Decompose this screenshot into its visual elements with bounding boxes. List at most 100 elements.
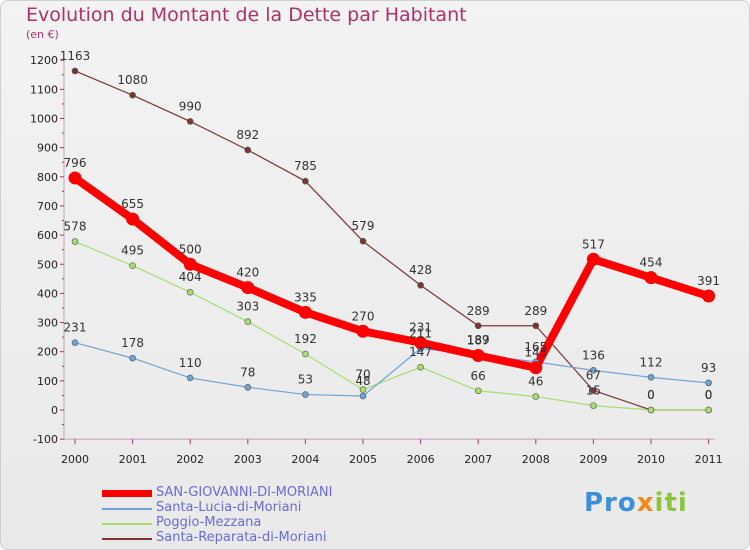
data-point-3-0	[71, 67, 79, 75]
data-label-0-3: 420	[236, 266, 259, 280]
y-tick-label: 1100	[30, 83, 58, 96]
data-point-1-0	[71, 339, 79, 346]
data-label-2-3: 303	[236, 300, 259, 314]
data-label-3-0: 1163	[60, 49, 91, 63]
data-label-0-7: 187	[467, 333, 490, 347]
data-point-1-3	[244, 383, 252, 391]
data-label-1-5: 48	[355, 374, 370, 388]
legend-swatch-santa-lucia	[102, 508, 152, 510]
chart-title: Evolution du Montant de la Dette par Hab…	[26, 4, 467, 26]
data-point-3-5	[359, 237, 367, 245]
data-label-3-10: 0	[647, 388, 655, 402]
y-tick-label: 0	[51, 404, 58, 417]
data-point-2-2	[186, 288, 194, 296]
x-tick-label: 2010	[637, 453, 665, 466]
data-label-1-3: 78	[240, 365, 255, 379]
data-point-2-10	[647, 406, 655, 414]
data-label-2-11: 0	[705, 388, 713, 402]
x-tick-label: 2011	[695, 453, 723, 466]
data-point-2-4	[302, 350, 309, 358]
data-label-1-9: 136	[582, 348, 605, 362]
data-point-3-6	[417, 281, 424, 289]
data-point-1-2	[186, 374, 194, 382]
y-tick-label: 700	[37, 200, 58, 213]
data-point-2-7	[474, 387, 482, 395]
data-point-3-9	[590, 387, 597, 394]
legend-label-santa-lucia: Santa-Lucia-di-Moriani	[156, 500, 302, 515]
y-tick-label: 100	[37, 375, 58, 388]
y-tick-label: 400	[37, 287, 58, 300]
x-tick-label: 2002	[176, 453, 204, 466]
data-point-2-9	[590, 402, 597, 409]
data-point-2-11	[705, 406, 712, 414]
y-tick-label: -100	[33, 433, 58, 446]
data-point-0-10	[644, 271, 658, 285]
y-tick-label: 900	[37, 142, 58, 155]
x-tick-label: 2005	[349, 453, 377, 466]
data-label-1-2: 110	[179, 356, 202, 370]
data-point-0-4	[298, 305, 312, 319]
data-point-1-1	[129, 354, 136, 362]
x-tick-label: 2001	[119, 453, 147, 466]
series-line-1	[74, 342, 709, 397]
data-label-1-7: 189	[467, 333, 490, 347]
data-label-2-9: 15	[586, 384, 601, 398]
data-label-1-11: 93	[701, 361, 716, 375]
data-label-2-4: 192	[294, 332, 317, 346]
x-tick-label: 2004	[291, 453, 319, 466]
data-label-3-4: 785	[294, 159, 317, 173]
x-tick-label: 2007	[464, 453, 492, 466]
data-point-0-5	[356, 324, 370, 338]
data-point-1-9	[590, 367, 597, 374]
y-tick-label: 800	[37, 171, 58, 184]
data-point-0-1	[126, 212, 140, 226]
data-point-2-6	[417, 363, 424, 371]
data-label-0-5: 270	[352, 309, 375, 323]
data-point-0-9	[586, 252, 600, 266]
data-label-0-1: 655	[121, 197, 144, 211]
y-tick-label: 600	[37, 229, 58, 242]
x-tick-label: 2000	[61, 453, 89, 466]
data-label-1-4: 53	[298, 373, 313, 387]
data-label-3-9: 67	[586, 368, 601, 382]
legend-label-poggio: Poggio-Mezzana	[156, 515, 262, 530]
data-point-0-0	[68, 171, 82, 185]
data-point-3-8	[532, 322, 540, 330]
logo-part-1: Pro	[584, 488, 637, 518]
data-label-0-6: 231	[409, 321, 432, 335]
data-label-2-0: 578	[64, 220, 87, 234]
data-point-3-2	[186, 118, 194, 125]
data-label-0-8: 145	[524, 346, 547, 360]
series-line-2	[74, 240, 709, 411]
chart-unit-label: (en €)	[26, 28, 59, 41]
data-point-2-8	[532, 393, 540, 400]
data-point-1-10	[647, 374, 655, 381]
x-tick-label: 2008	[522, 453, 550, 466]
data-point-0-2	[183, 257, 197, 271]
data-label-2-8: 46	[528, 375, 543, 389]
y-tick-label: 1200	[30, 54, 58, 67]
data-point-0-7	[471, 348, 485, 362]
data-point-0-3	[241, 281, 255, 295]
data-point-0-8	[529, 361, 543, 375]
data-label-2-6: 147	[409, 345, 432, 359]
y-tick-label: 300	[37, 317, 58, 330]
y-tick-label: 1000	[30, 113, 58, 126]
data-label-0-4: 335	[294, 290, 317, 304]
data-label-0-9: 517	[582, 237, 605, 251]
legend-label-san-giovanni: SAN-GIOVANNI-DI-MORIANI	[156, 485, 333, 500]
data-point-0-6	[414, 336, 428, 350]
data-label-1-1: 178	[121, 336, 144, 350]
data-label-2-2: 404	[179, 270, 202, 284]
data-label-2-10: 0	[647, 388, 655, 402]
data-point-2-5	[359, 386, 367, 393]
data-point-3-4	[302, 177, 309, 185]
data-label-0-11: 391	[697, 274, 720, 288]
data-label-0-0: 796	[64, 156, 87, 170]
data-label-0-10: 454	[640, 256, 663, 270]
x-tick-label: 2006	[407, 453, 435, 466]
y-tick-label: 200	[37, 346, 58, 359]
data-point-3-1	[129, 91, 136, 99]
series-line-0	[72, 174, 710, 372]
